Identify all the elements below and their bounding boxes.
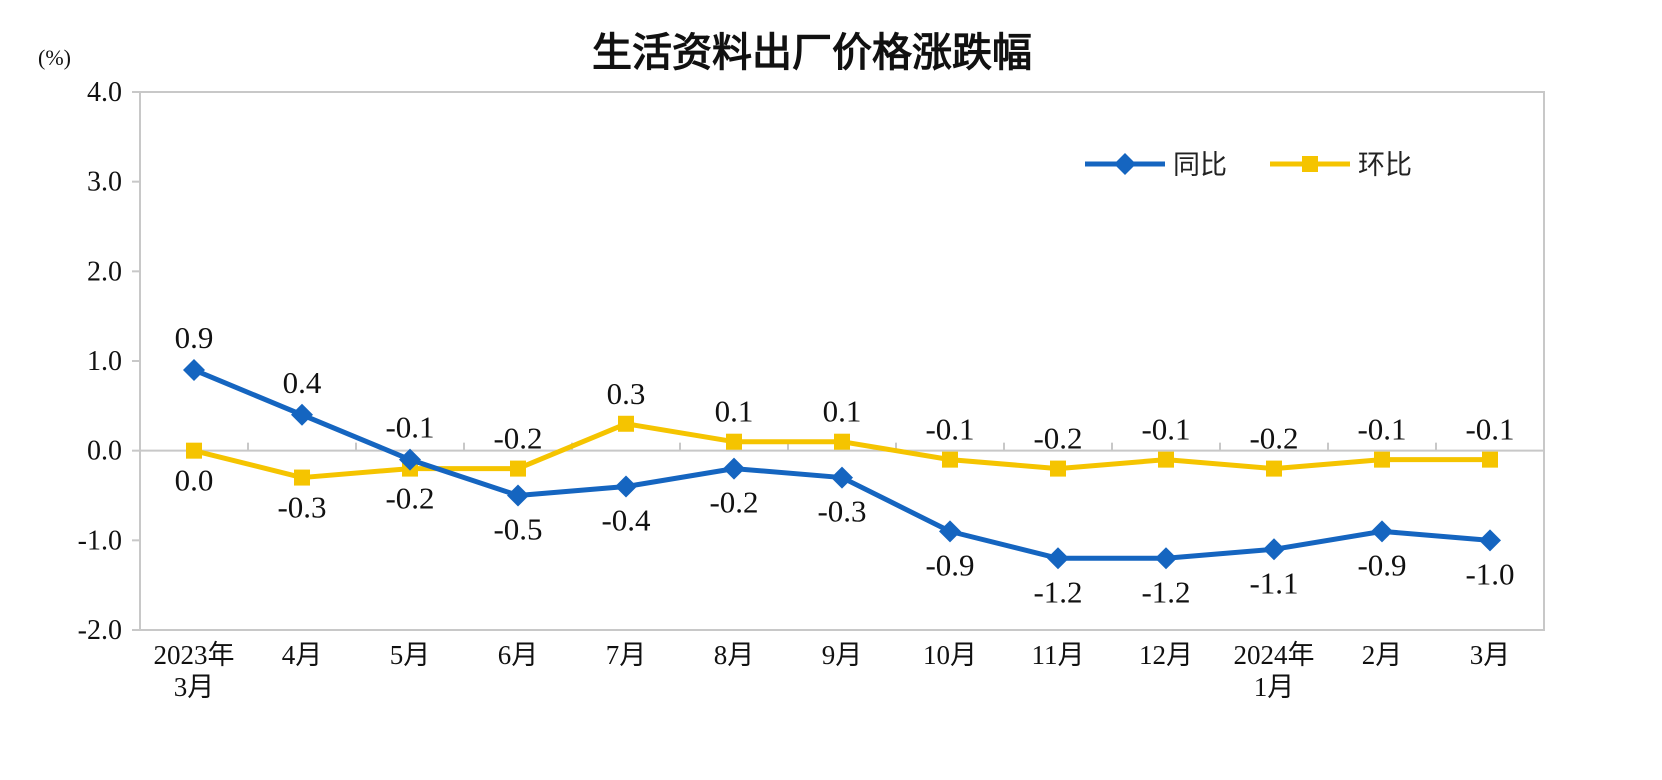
x-tick-label: 11月 (1032, 640, 1085, 670)
yoy-point-marker (723, 457, 745, 480)
legend-label-yoy: 同比 (1173, 150, 1227, 181)
y-tick-label: 0.0 (87, 436, 122, 467)
mom-point-marker (1266, 460, 1282, 477)
yoy-point-marker (183, 358, 205, 381)
y-tick-label: -1.0 (78, 525, 122, 556)
mom-point-marker (942, 451, 958, 468)
mom-data-label: -0.2 (493, 421, 542, 456)
yoy-point-marker (399, 448, 421, 471)
mom-point-marker (294, 469, 310, 486)
yoy-point-marker (1155, 547, 1177, 570)
chart-title: 生活资料出厂价格涨跌幅 (592, 30, 1032, 76)
mom-point-marker (1050, 460, 1066, 477)
x-tick-label-line: 2月 (1362, 640, 1403, 670)
plot-area-frame (139, 91, 1545, 631)
mom-data-label: -0.2 (1249, 421, 1298, 456)
mom-data-label: -0.1 (1357, 412, 1406, 447)
x-tick-label-line: 2023年 (154, 640, 235, 670)
mom-point-marker (834, 433, 850, 450)
data-labels: 0.9 0.0 0.4 -0.3 -0.1 -0.2 -0.5 -0.2 -0.4 0.3 -0.2… (175, 320, 1515, 609)
mom-data-label: -0.3 (277, 490, 326, 525)
x-tick-label-line: 8月 (714, 640, 755, 670)
y-tick-label: 3.0 (87, 167, 122, 198)
legend-label-mom: 环比 (1358, 150, 1412, 181)
y-tick-label: 4.0 (87, 77, 122, 108)
x-tick-label: 10月 (923, 640, 977, 670)
mom-point-marker (726, 433, 742, 450)
x-tick-label-line: 12月 (1139, 640, 1193, 670)
mom-data-label: -0.1 (1141, 412, 1190, 447)
x-tick-label: 2024年 1月 (1234, 640, 1315, 702)
yoy-data-label: -0.2 (709, 485, 758, 520)
mom-data-label: 0.3 (607, 376, 646, 411)
mom-point-marker (1482, 451, 1498, 468)
yoy-data-label: -0.3 (817, 494, 866, 529)
mom-point-marker (510, 460, 526, 477)
x-tick-label: 7月 (606, 640, 647, 670)
mom-data-label: -0.1 (1465, 412, 1514, 447)
yoy-data-label: -0.9 (1357, 547, 1406, 582)
x-tick-label-line: 1月 (1254, 672, 1295, 702)
yoy-data-label: -1.1 (1249, 565, 1298, 600)
x-tick-label: 12月 (1139, 640, 1193, 670)
x-tick-label-line: 7月 (606, 640, 647, 670)
yoy-point-marker (1371, 520, 1393, 543)
yoy-point-marker (939, 520, 961, 543)
x-tick-label: 4月 (282, 640, 323, 670)
x-tick-label: 2023年 3月 (154, 640, 235, 702)
x-tick-label: 9月 (822, 640, 863, 670)
yoy-data-label: 0.9 (175, 320, 214, 355)
mom-data-label: 0.1 (823, 394, 862, 429)
mom-data-label: 0.0 (175, 463, 214, 498)
x-tick-label: 8月 (714, 640, 755, 670)
yoy-point-marker (1479, 529, 1501, 552)
yoy-point-marker (1047, 547, 1069, 570)
x-tick-label: 6月 (498, 640, 539, 670)
y-tick-label: 1.0 (87, 346, 122, 377)
x-tick-label: 5月 (390, 640, 431, 670)
x-tick-label-line: 3月 (174, 672, 215, 702)
mom-data-label: -0.1 (925, 412, 974, 447)
yoy-data-label: -1.0 (1465, 556, 1514, 591)
y-unit-label: (%) (38, 45, 71, 70)
mom-data-label: 0.1 (715, 394, 754, 429)
yoy-point-marker (615, 475, 637, 498)
x-tick-label-line: 5月 (390, 640, 431, 670)
yoy-data-label: -0.9 (925, 547, 974, 582)
yoy-point-marker (507, 484, 529, 507)
y-tick-label: 2.0 (87, 256, 122, 287)
legend-diamond-marker (1114, 153, 1136, 175)
x-tick-label: 2月 (1362, 640, 1403, 670)
mom-point-marker (186, 442, 202, 459)
mom-point-marker (618, 415, 634, 432)
x-tick-label: 3月 (1470, 640, 1511, 670)
x-tick-label-line: 2024年 (1234, 640, 1315, 670)
yoy-point-marker (1263, 538, 1285, 561)
x-tick-label-line: 6月 (498, 640, 539, 670)
x-tick-label-line: 4月 (282, 640, 323, 670)
x-tick-label-line: 11月 (1032, 640, 1085, 670)
yoy-data-label: -0.4 (601, 503, 651, 538)
legend-square-marker (1302, 156, 1318, 172)
yoy-data-label: -1.2 (1141, 574, 1190, 609)
x-tick-label-line: 10月 (923, 640, 977, 670)
x-tick-label-line: 3月 (1470, 640, 1511, 670)
yoy-data-label: -1.2 (1033, 574, 1082, 609)
legend: 同比 环比 (1085, 150, 1412, 181)
yoy-data-label: -0.1 (385, 410, 434, 445)
yoy-point-marker (831, 466, 853, 489)
x-tick-label-line: 9月 (822, 640, 863, 670)
yoy-data-label: -0.5 (493, 512, 542, 547)
mom-data-label: -0.2 (385, 481, 434, 516)
yoy-data-label: 0.4 (283, 365, 322, 400)
y-tick-label: -2.0 (78, 615, 122, 646)
yoy-point-marker (291, 403, 313, 426)
mom-point-marker (1158, 451, 1174, 468)
series-layer (183, 358, 1501, 570)
mom-data-label: -0.2 (1033, 421, 1082, 456)
mom-point-marker (1374, 451, 1390, 468)
